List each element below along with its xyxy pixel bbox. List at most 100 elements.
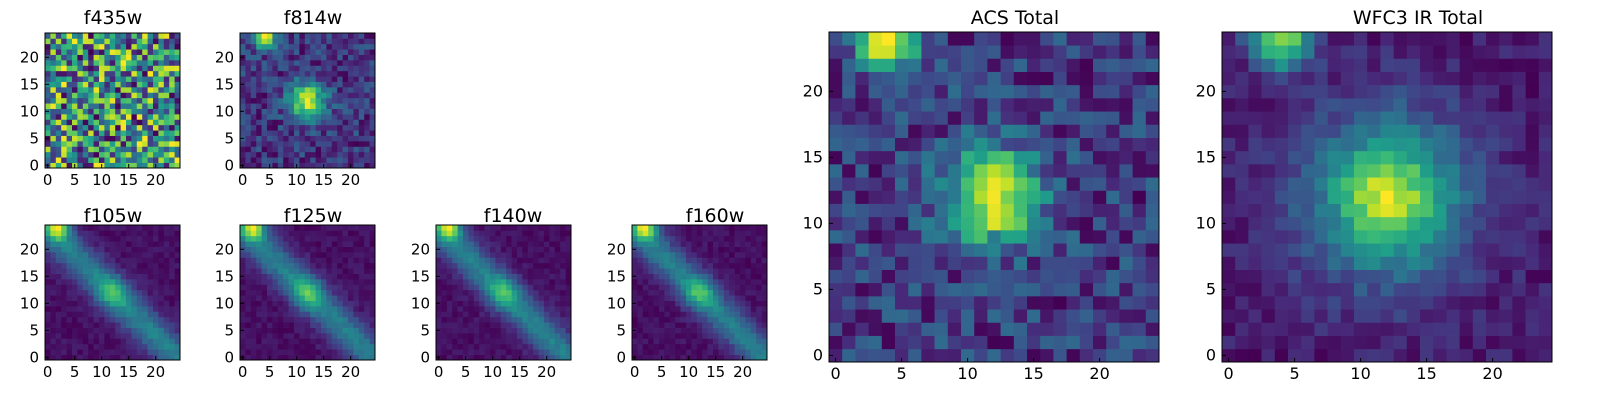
heatmap-cell [500,343,507,350]
heatmap-cell [544,322,550,328]
heatmap-cell [82,87,89,93]
y-tick-label: 20 [607,240,626,258]
heatmap-cell [855,203,869,218]
heatmap-cell [55,252,62,258]
heatmap-cell [364,43,370,50]
heatmap-cell [310,108,316,115]
heatmap-cell [1000,216,1015,231]
heatmap-cell [353,114,360,120]
heatmap-cell [294,103,300,109]
heatmap-cell [45,119,51,126]
heatmap-cell [934,124,949,138]
heatmap-cell [315,33,322,39]
heatmap-cell [61,135,67,142]
heatmap-cell [240,103,246,109]
heatmap-cell [740,333,746,339]
heatmap-cell [761,246,768,253]
heatmap-cell [1261,348,1276,363]
heatmap-cell [756,311,762,318]
heatmap-cell [637,262,644,269]
heatmap-cell [1145,111,1160,125]
plot-frame [239,32,376,169]
panel-title: f814w [284,7,343,29]
heatmap-cell [245,135,252,142]
heatmap-cell [174,130,181,136]
heatmap-cell [45,289,51,296]
heatmap-cell [304,246,311,253]
heatmap-cell [544,279,550,285]
heatmap-cell [50,284,57,291]
heatmap-cell [1000,348,1015,363]
heatmap-cell [1393,190,1408,204]
heatmap-cell [1132,58,1147,72]
heatmap-cell [921,164,935,178]
heatmap-cell [734,354,741,361]
heatmap-cell [1119,256,1133,270]
heatmap-cell [1066,309,1081,323]
heatmap-cell [544,284,550,291]
heatmap-cell [126,349,132,355]
heatmap-cell [99,343,105,350]
heatmap-cell [93,114,100,120]
heatmap-cell [642,343,649,350]
heatmap-cell [1235,164,1249,178]
heatmap-cell [342,225,349,231]
heatmap-cell [1288,322,1302,336]
heatmap-cell [245,103,252,109]
heatmap-cell [272,76,279,82]
heatmap-cell [664,354,671,361]
heatmap-cell [947,269,962,284]
heatmap-cell [544,300,550,307]
heatmap-cell [153,284,159,291]
heatmap-cell [653,262,660,269]
heatmap-cell [66,295,73,301]
heatmap-cell [1340,190,1355,204]
heatmap-cell [115,60,121,66]
heatmap-cell [326,33,333,39]
heatmap-cell [240,141,246,147]
heatmap-cell [61,70,67,77]
heatmap-cell [756,230,762,237]
heatmap-cell [707,246,714,253]
heatmap-cell [522,257,529,264]
heatmap-cell [750,306,757,312]
heatmap-cell [713,343,719,350]
heatmap-cell [974,243,988,257]
heatmap-cell [527,333,534,339]
heatmap-cell [294,65,300,72]
heatmap-cell [734,268,741,274]
heatmap-cell [691,300,698,307]
heatmap-cell [554,284,561,291]
y-tick-label: 10 [411,294,430,312]
heatmap-cell [272,70,279,77]
heatmap-cell [1486,256,1500,270]
heatmap-cell [1459,216,1474,231]
heatmap-cell [277,306,284,312]
y-tick-label: 15 [215,267,234,285]
heatmap-cell [174,235,181,242]
heatmap-cell [99,295,105,301]
heatmap-cell [729,333,735,339]
heatmap-cell [115,327,121,334]
heatmap-cell [277,322,284,328]
heatmap-cell [702,257,708,264]
heatmap-cell [136,241,143,247]
y-tick-label: 0 [420,348,430,366]
heatmap-cell [1119,124,1133,138]
heatmap-cell [441,327,448,334]
heatmap-cell [468,241,475,247]
heatmap-cell [250,268,257,274]
heatmap-cell [256,246,262,253]
heatmap-cell [522,295,529,301]
heatmap-cell [642,289,649,296]
heatmap-cell [142,333,148,339]
heatmap-cell [1106,111,1120,125]
heatmap-cell [353,289,360,296]
heatmap-cell [131,273,138,280]
heatmap-cell [126,103,132,109]
heatmap-cell [66,279,73,285]
heatmap-cell [484,235,491,242]
heatmap-cell [109,322,116,328]
heatmap-cell [131,141,138,147]
heatmap-cell [348,262,354,269]
